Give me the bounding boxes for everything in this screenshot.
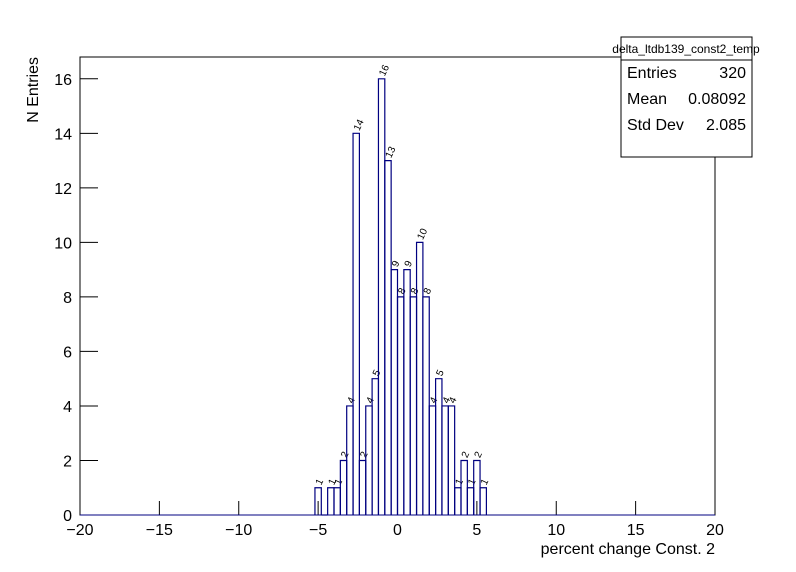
x-tick-label: 15 [627,522,645,539]
x-tick-label: 0 [393,522,402,539]
y-tick-label: 0 [63,508,72,525]
stat-name: Entries [627,65,677,82]
value-label: 13 [384,145,399,160]
stat-value: 0.08092 [688,91,746,108]
bin [333,487,341,515]
y-tick-label: 10 [54,235,72,252]
value-label: 1 [314,477,327,487]
value-label: 5 [435,368,448,378]
value-label: 1 [454,477,467,487]
y-axis-label: N Entries [25,57,42,123]
value-label: 4 [346,395,359,405]
x-tick-label: 10 [547,522,565,539]
bin [314,487,322,515]
bin [415,241,424,515]
bin [479,487,487,515]
value-label: 14 [352,117,367,132]
y-tick-label: 14 [54,126,72,143]
y-tick-label: 8 [63,290,72,307]
bin [365,405,373,515]
value-label: 4 [447,395,460,405]
x-tick-label: −5 [309,522,327,539]
y-tick-label: 2 [63,453,72,470]
value-label: 1 [327,477,340,487]
bin [454,487,462,515]
bin [466,487,475,515]
bin [358,459,367,515]
value-label: 2 [460,450,473,460]
bin [390,269,399,515]
x-tick-label: −20 [66,522,93,539]
value-label: 2 [358,450,371,460]
bin [403,269,411,515]
x-tick-label: −15 [146,522,173,539]
value-label: 8 [422,286,435,296]
value-label: 10 [415,227,430,242]
bin [441,405,449,515]
value-label: 2 [339,450,352,460]
bin [409,296,418,515]
bin [346,405,354,515]
value-label: 4 [428,395,441,405]
value-label: 1 [466,477,479,487]
bin [447,405,456,515]
stat-name: Mean [627,91,667,108]
bin [384,159,392,515]
bin [422,296,430,515]
value-label: 4 [365,395,378,405]
y-tick-label: 12 [54,181,72,198]
bin [339,459,348,515]
stat-value: 2.085 [706,117,746,134]
y-tick-label: 16 [54,72,72,89]
value-label: 16 [377,63,392,78]
x-tick-label: 20 [706,522,724,539]
stat-name: Std Dev [627,117,684,134]
value-label: 9 [403,259,416,269]
bin [377,78,386,515]
value-label: 2 [473,450,486,460]
bin [460,459,468,515]
bin [428,405,437,515]
bin [327,487,335,515]
value-label: 1 [333,477,346,487]
stats-box [620,36,753,158]
x-tick-label: −10 [225,522,252,539]
value-label: 4 [441,395,454,405]
y-tick-label: 4 [63,399,72,416]
value-label: 5 [371,368,384,378]
bin [352,132,360,515]
y-tick-label: 6 [63,344,72,361]
x-axis-label: percent change Const. 2 [541,541,715,558]
x-tick-label: 5 [472,522,481,539]
bin [396,296,405,515]
stats-title: delta_ltdb139_const2_temp [612,42,760,56]
stat-value: 320 [719,65,746,82]
value-label: 8 [409,286,422,296]
value-label: 1 [479,477,492,487]
value-label: 9 [390,259,403,269]
value-label: 8 [396,286,409,296]
